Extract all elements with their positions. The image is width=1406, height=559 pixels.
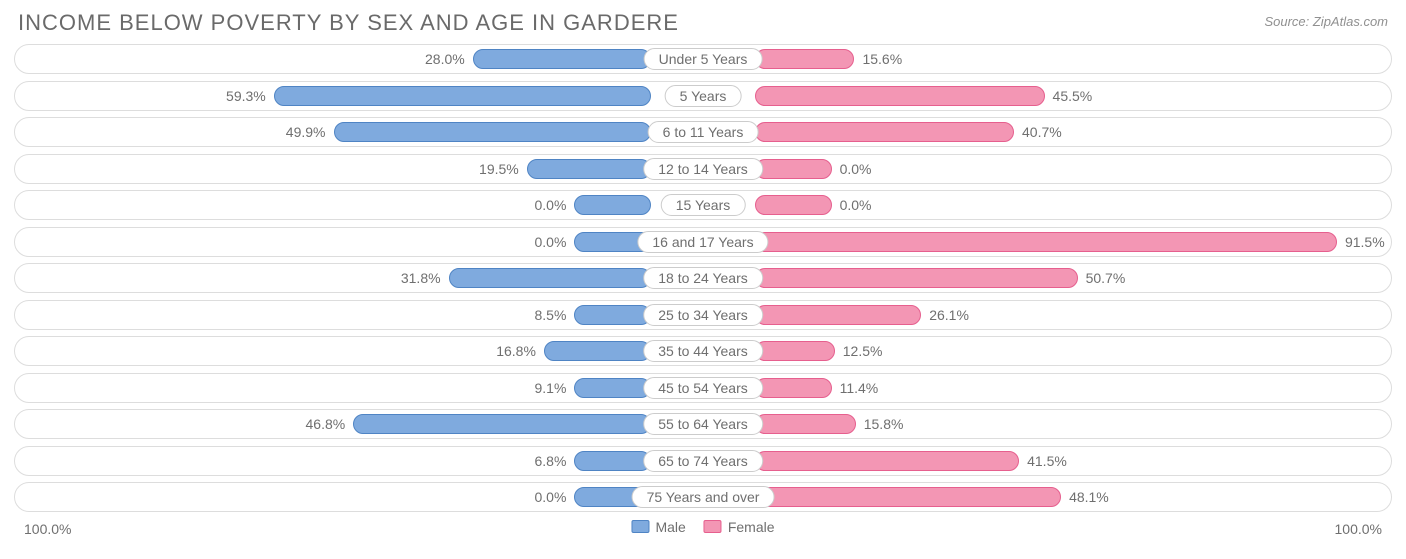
legend-item-female: Female <box>704 519 775 535</box>
bar-female <box>755 232 1337 252</box>
bar-female <box>755 487 1061 507</box>
chart-row: 31.8% 50.7% 18 to 24 Years <box>14 263 1392 293</box>
category-label: 75 Years and over <box>632 486 775 508</box>
chart-row: 0.0% 0.0% 15 Years <box>14 190 1392 220</box>
value-label-female: 48.1% <box>1061 483 1109 511</box>
bar-female <box>755 378 831 398</box>
value-label-female: 26.1% <box>921 301 969 329</box>
category-label: 5 Years <box>665 85 742 107</box>
chart-row: 6.8% 41.5% 65 to 74 Years <box>14 446 1392 476</box>
x-axis-right-max: 100.0% <box>1335 521 1382 537</box>
value-label-male: 19.5% <box>479 155 527 183</box>
bar-male <box>353 414 651 434</box>
chart-row: 19.5% 0.0% 12 to 14 Years <box>14 154 1392 184</box>
chart-title: INCOME BELOW POVERTY BY SEX AND AGE IN G… <box>18 10 679 36</box>
value-label-female: 15.8% <box>856 410 904 438</box>
x-axis-left-max: 100.0% <box>24 521 71 537</box>
chart-row: 0.0% 48.1% 75 Years and over <box>14 482 1392 512</box>
category-label: 18 to 24 Years <box>643 267 763 289</box>
value-label-male: 0.0% <box>535 228 575 256</box>
category-label: 25 to 34 Years <box>643 304 763 326</box>
bar-female <box>755 268 1077 288</box>
bar-female <box>755 451 1019 471</box>
category-label: 12 to 14 Years <box>643 158 763 180</box>
chart-row: 28.0% 15.6% Under 5 Years <box>14 44 1392 74</box>
category-label: 65 to 74 Years <box>643 450 763 472</box>
bar-male <box>544 341 651 361</box>
value-label-male: 16.8% <box>496 337 544 365</box>
chart-footer: 100.0% Male Female 100.0% <box>14 519 1392 541</box>
value-label-male: 59.3% <box>226 82 274 110</box>
value-label-male: 8.5% <box>535 301 575 329</box>
bar-female <box>755 86 1044 106</box>
category-label: 45 to 54 Years <box>643 377 763 399</box>
bar-female <box>755 49 854 69</box>
legend-label-male: Male <box>655 519 685 535</box>
bar-male <box>449 268 651 288</box>
value-label-female: 41.5% <box>1019 447 1067 475</box>
value-label-female: 11.4% <box>832 374 879 402</box>
value-label-male: 31.8% <box>401 264 449 292</box>
chart-row: 16.8% 12.5% 35 to 44 Years <box>14 336 1392 366</box>
category-label: 16 and 17 Years <box>637 231 768 253</box>
value-label-male: 9.1% <box>535 374 575 402</box>
category-label: Under 5 Years <box>644 48 763 70</box>
chart-row: 8.5% 26.1% 25 to 34 Years <box>14 300 1392 330</box>
bar-male <box>473 49 651 69</box>
bar-female <box>755 159 831 179</box>
value-label-male: 0.0% <box>535 483 575 511</box>
bar-male <box>574 195 650 215</box>
value-label-female: 50.7% <box>1078 264 1126 292</box>
bar-male <box>334 122 651 142</box>
value-label-female: 15.6% <box>854 45 902 73</box>
bar-female <box>755 305 921 325</box>
legend-item-male: Male <box>631 519 685 535</box>
chart-row: 0.0% 91.5% 16 and 17 Years <box>14 227 1392 257</box>
chart-row: 49.9% 40.7% 6 to 11 Years <box>14 117 1392 147</box>
legend-swatch-female <box>704 520 722 533</box>
bar-male <box>527 159 651 179</box>
bar-male <box>274 86 651 106</box>
chart-header: INCOME BELOW POVERTY BY SEX AND AGE IN G… <box>14 10 1392 44</box>
value-label-female: 0.0% <box>832 155 872 183</box>
value-label-female: 91.5% <box>1337 228 1385 256</box>
bar-female <box>755 341 834 361</box>
value-label-male: 0.0% <box>535 191 575 219</box>
category-label: 35 to 44 Years <box>643 340 763 362</box>
legend-label-female: Female <box>728 519 775 535</box>
chart-legend: Male Female <box>631 519 774 535</box>
value-label-female: 40.7% <box>1014 118 1062 146</box>
bar-male <box>574 378 650 398</box>
chart-row: 59.3% 45.5% 5 Years <box>14 81 1392 111</box>
value-label-male: 46.8% <box>306 410 354 438</box>
value-label-male: 49.9% <box>286 118 334 146</box>
category-label: 6 to 11 Years <box>648 121 759 143</box>
legend-swatch-male <box>631 520 649 533</box>
category-label: 15 Years <box>661 194 746 216</box>
chart-row: 46.8% 15.8% 55 to 64 Years <box>14 409 1392 439</box>
diverging-bar-chart: 28.0% 15.6% Under 5 Years 59.3% 45.5% 5 Years… <box>14 44 1392 512</box>
value-label-male: 28.0% <box>425 45 473 73</box>
value-label-female: 45.5% <box>1045 82 1093 110</box>
category-label: 55 to 64 Years <box>643 413 763 435</box>
value-label-female: 12.5% <box>835 337 883 365</box>
chart-row: 9.1% 11.4% 45 to 54 Years <box>14 373 1392 403</box>
bar-female <box>755 195 831 215</box>
chart-source: Source: ZipAtlas.com <box>1264 10 1388 29</box>
value-label-female: 0.0% <box>832 191 872 219</box>
value-label-male: 6.8% <box>535 447 575 475</box>
bar-female <box>755 414 855 434</box>
chart-container: INCOME BELOW POVERTY BY SEX AND AGE IN G… <box>0 0 1406 559</box>
bar-female <box>755 122 1014 142</box>
bar-male <box>574 451 650 471</box>
bar-male <box>574 305 650 325</box>
